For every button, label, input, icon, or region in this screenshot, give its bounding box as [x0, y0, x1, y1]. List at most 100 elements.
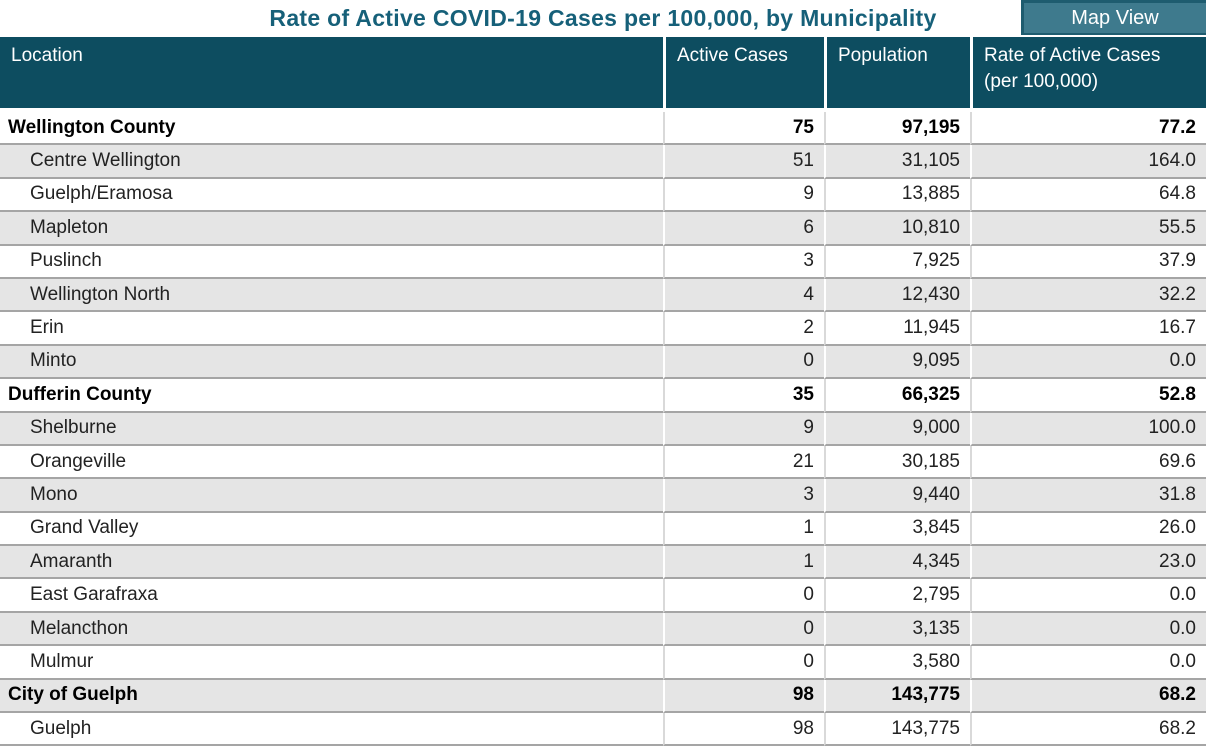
location-cell: Centre Wellington	[0, 145, 663, 179]
table-row[interactable]: Grand Valley 1 3,845 26.0	[0, 512, 1206, 547]
column-header-population[interactable]: Population	[824, 37, 970, 112]
rate-cell: 164.0	[970, 145, 1206, 179]
table-row[interactable]: Centre Wellington 51 31,105 164.0	[0, 145, 1206, 179]
rate-cell: 0.0	[970, 612, 1206, 647]
rate-cell: 37.9	[970, 245, 1206, 279]
population-cell: 31,105	[824, 145, 970, 179]
population-cell: 3,135	[824, 612, 970, 647]
column-header-rate[interactable]: Rate of Active Cases (per 100,000)	[970, 37, 1206, 112]
active-cases-cell: 0	[663, 612, 824, 647]
location-cell: East Garafraxa	[0, 579, 663, 613]
rate-cell: 0.0	[970, 345, 1206, 380]
population-cell: 143,775	[824, 679, 970, 714]
population-cell: 4,345	[824, 546, 970, 580]
table-row[interactable]: Orangeville 21 30,185 69.6	[0, 445, 1206, 480]
location-cell: Grand Valley	[0, 512, 663, 547]
rate-cell: 0.0	[970, 579, 1206, 613]
table-row[interactable]: Wellington County 75 97,195 77.2	[0, 112, 1206, 146]
table-header-row: Location Active Cases Population Rate of…	[0, 37, 1206, 112]
population-cell: 97,195	[824, 112, 970, 146]
rate-cell: 32.2	[970, 278, 1206, 313]
active-cases-cell: 98	[663, 713, 824, 747]
population-cell: 3,580	[824, 646, 970, 680]
rate-cell: 23.0	[970, 546, 1206, 580]
table-row[interactable]: Mono 3 9,440 31.8	[0, 479, 1206, 513]
table-row[interactable]: Melancthon 0 3,135 0.0	[0, 612, 1206, 647]
location-cell: City of Guelph	[0, 679, 663, 714]
location-cell: Minto	[0, 345, 663, 380]
population-cell: 3,845	[824, 512, 970, 547]
population-cell: 2,795	[824, 579, 970, 613]
rate-cell: 0.0	[970, 646, 1206, 680]
location-cell: Mono	[0, 479, 663, 513]
population-cell: 30,185	[824, 445, 970, 480]
location-cell: Guelph/Eramosa	[0, 178, 663, 213]
population-cell: 11,945	[824, 312, 970, 346]
table-body: Wellington County 75 97,195 77.2 Centre Well…	[0, 112, 1206, 747]
rate-cell: 55.5	[970, 212, 1206, 246]
population-cell: 66,325	[824, 379, 970, 413]
active-cases-cell: 9	[663, 412, 824, 446]
column-header-location[interactable]: Location	[0, 37, 663, 112]
population-cell: 9,440	[824, 479, 970, 513]
population-cell: 7,925	[824, 245, 970, 279]
location-cell: Mapleton	[0, 212, 663, 246]
active-cases-cell: 1	[663, 512, 824, 547]
location-cell: Dufferin County	[0, 379, 663, 413]
page-title: Rate of Active COVID-19 Cases per 100,00…	[269, 5, 937, 31]
table-row[interactable]: Wellington North 4 12,430 32.2	[0, 278, 1206, 313]
rate-cell: 68.2	[970, 679, 1206, 714]
active-cases-cell: 4	[663, 278, 824, 313]
table-row[interactable]: Puslinch 3 7,925 37.9	[0, 245, 1206, 279]
active-cases-cell: 21	[663, 445, 824, 480]
column-header-active-cases[interactable]: Active Cases	[663, 37, 824, 112]
active-cases-cell: 6	[663, 212, 824, 246]
location-cell: Erin	[0, 312, 663, 346]
rate-cell: 77.2	[970, 112, 1206, 146]
table-row[interactable]: Minto 0 9,095 0.0	[0, 345, 1206, 380]
active-cases-cell: 9	[663, 178, 824, 213]
active-cases-cell: 35	[663, 379, 824, 413]
active-cases-cell: 98	[663, 679, 824, 714]
table-row[interactable]: Mapleton 6 10,810 55.5	[0, 212, 1206, 246]
active-cases-cell: 3	[663, 245, 824, 279]
table-row[interactable]: East Garafraxa 0 2,795 0.0	[0, 579, 1206, 613]
table-row[interactable]: Erin 2 11,945 16.7	[0, 312, 1206, 346]
rate-cell: 100.0	[970, 412, 1206, 446]
table-row[interactable]: Dufferin County 35 66,325 52.8	[0, 379, 1206, 413]
active-cases-cell: 2	[663, 312, 824, 346]
rate-cell: 68.2	[970, 713, 1206, 747]
location-cell: Melancthon	[0, 612, 663, 647]
rate-cell: 16.7	[970, 312, 1206, 346]
table-row[interactable]: Shelburne 9 9,000 100.0	[0, 412, 1206, 446]
rate-cell: 31.8	[970, 479, 1206, 513]
location-cell: Wellington North	[0, 278, 663, 313]
population-cell: 13,885	[824, 178, 970, 213]
table-row[interactable]: Amaranth 1 4,345 23.0	[0, 546, 1206, 580]
population-cell: 9,000	[824, 412, 970, 446]
location-cell: Wellington County	[0, 112, 663, 146]
location-cell: Shelburne	[0, 412, 663, 446]
active-cases-cell: 51	[663, 145, 824, 179]
population-cell: 143,775	[824, 713, 970, 747]
active-cases-cell: 3	[663, 479, 824, 513]
location-cell: Puslinch	[0, 245, 663, 279]
population-cell: 10,810	[824, 212, 970, 246]
active-cases-cell: 0	[663, 345, 824, 380]
active-cases-cell: 0	[663, 579, 824, 613]
table-row[interactable]: City of Guelph 98 143,775 68.2	[0, 679, 1206, 714]
location-cell: Guelph	[0, 713, 663, 747]
map-view-button[interactable]: Map View	[1021, 0, 1206, 35]
population-cell: 12,430	[824, 278, 970, 313]
rate-cell: 26.0	[970, 512, 1206, 547]
population-cell: 9,095	[824, 345, 970, 380]
table-row[interactable]: Mulmur 0 3,580 0.0	[0, 646, 1206, 680]
location-cell: Amaranth	[0, 546, 663, 580]
table-row[interactable]: Guelph/Eramosa 9 13,885 64.8	[0, 178, 1206, 213]
table-row[interactable]: Guelph 98 143,775 68.2	[0, 713, 1206, 747]
location-cell: Mulmur	[0, 646, 663, 680]
rate-cell: 52.8	[970, 379, 1206, 413]
active-cases-cell: 1	[663, 546, 824, 580]
top-bar: Rate of Active COVID-19 Cases per 100,00…	[0, 0, 1206, 37]
